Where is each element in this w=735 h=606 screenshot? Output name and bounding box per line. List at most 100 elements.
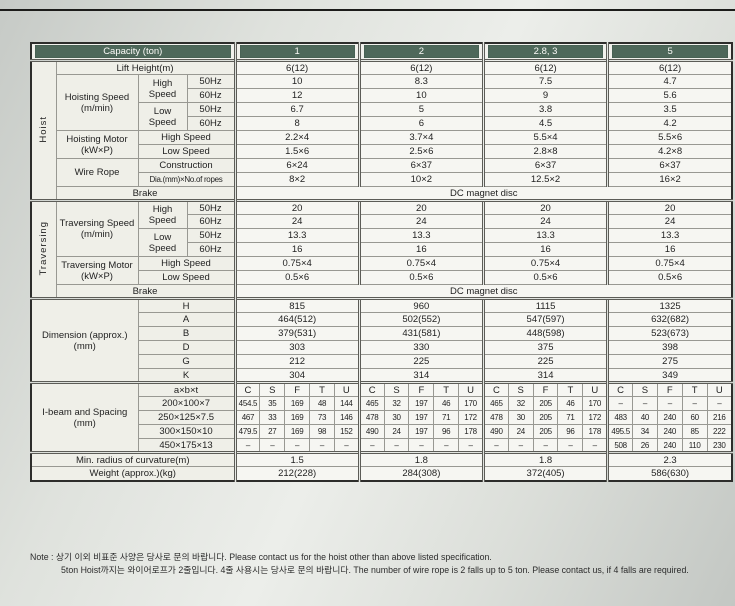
ibeam-value: 71 <box>557 410 584 425</box>
dimension-value: 960 <box>357 297 484 313</box>
ibeam-value: 46 <box>433 396 460 411</box>
ibeam-value: 172 <box>582 410 609 425</box>
ibeam-value: – <box>259 438 286 453</box>
hoisting-speed-label: Hoisting Speed (m/min) <box>55 74 139 131</box>
ibeam-value: – <box>532 438 559 453</box>
dim-letter: K <box>137 368 236 383</box>
ibeam-value: 483 <box>606 410 634 425</box>
ibeam-col-letter: T <box>433 381 460 397</box>
ibeam-value: 508 <box>606 438 634 453</box>
traversing-speed-row: 60Hz 24 24 24 24 <box>31 214 733 229</box>
capacity-col-1: 1 <box>233 42 360 61</box>
dimension-value: 464(512) <box>233 312 360 327</box>
ibeam-value: 197 <box>408 396 435 411</box>
footnote: Note : 상기 이외 비표준 사양은 당사로 문의 바랍니다. Please… <box>30 551 732 576</box>
hoisting-motor-row: Hoisting Motor (kW×P) High Speed 2.2×4 3… <box>31 130 733 159</box>
dimension-value: 212 <box>233 354 360 369</box>
hoist-brake-value: DC magnet disc <box>233 186 733 201</box>
hoisting-speed-value: 5.6 <box>606 88 733 103</box>
ibeam-value: 73 <box>309 410 335 425</box>
hoisting-motor-value: 3.7×4 <box>357 130 484 145</box>
hoisting-speed-value: 9 <box>481 88 609 103</box>
traversing-speed-value: 16 <box>357 242 484 257</box>
ibeam-col-letter: F <box>284 381 311 397</box>
ibeam-value: 71 <box>433 410 460 425</box>
ibeam-label: I-beam and Spacing (mm) <box>30 381 139 453</box>
hoisting-motor-row: Low Speed 1.5×6 2.5×6 2.8×8 4.2×8 <box>31 144 733 159</box>
ibeam-col-letter: C <box>357 381 385 397</box>
page-top-rule <box>0 9 735 11</box>
dimension-value: 632(682) <box>606 312 733 327</box>
dimension-label: Dimension (approx.) (mm) <box>30 297 139 383</box>
lift-height-value: 6(12) <box>606 59 733 75</box>
min-radius-value: 1.8 <box>481 451 609 467</box>
hoist-group-label: Hoist <box>38 115 50 143</box>
traversing-speed-value: 13.3 <box>481 228 609 243</box>
hoisting-speed-value: 8 <box>233 116 360 131</box>
ibeam-value: 230 <box>706 438 733 453</box>
ibeam-value: 467 <box>233 410 261 425</box>
hoisting-motor-value: 2.2×4 <box>233 130 360 145</box>
dimension-value: 398 <box>606 340 733 355</box>
hz-label: 50Hz <box>186 74 236 89</box>
hoisting-speed-value: 12 <box>233 88 360 103</box>
ibeam-value: 34 <box>632 424 658 439</box>
hoisting-motor-value: 2.8×8 <box>481 144 609 159</box>
ibeam-value: 465 <box>481 396 509 411</box>
ibeam-value: 33 <box>259 410 286 425</box>
ibeam-value: – <box>632 396 658 411</box>
capacity-header-row: Capacity (ton) 1 2 2.8, 3 5 <box>30 42 733 61</box>
ibeam-value: 30 <box>507 410 534 425</box>
traversing-speed-value: 24 <box>233 214 360 229</box>
lift-height-value: 6(12) <box>481 59 609 75</box>
weight-label: Weight (approx.)(kg) <box>30 466 236 481</box>
ibeam-value: 32 <box>507 396 534 411</box>
dimension-row: G 212 225 225 275 <box>31 354 733 369</box>
traversing-speed-value: 24 <box>357 214 484 229</box>
dimension-value: 815 <box>233 297 360 313</box>
traversing-speed-value: 13.3 <box>233 228 360 243</box>
traversing-motor-value: 0.75×4 <box>357 256 484 271</box>
lift-height-row: Hoist Lift Height(m) 6(12) 6(12) 6(12) 6… <box>30 59 733 201</box>
min-radius-label: Min. radius of curvature(m) <box>30 451 236 467</box>
wire-rope-value: 6×24 <box>233 158 360 173</box>
lift-height-value: 6(12) <box>233 59 360 75</box>
traversing-speed-value: 20 <box>606 199 733 215</box>
min-radius-value: 1.5 <box>233 451 360 467</box>
traversing-group-label: Traversing <box>38 220 50 276</box>
traversing-motor-value: 0.75×4 <box>481 256 609 271</box>
traversing-motor-label: Traversing Motor (kW×P) <box>55 256 139 285</box>
hz-label: 60Hz <box>186 116 236 131</box>
weight-value: 372(405) <box>481 466 609 481</box>
ibeam-value: – <box>706 396 733 411</box>
dimension-value: 523(673) <box>606 326 733 341</box>
ibeam-value: 178 <box>458 424 484 439</box>
wire-rope-value: 6×37 <box>481 158 609 173</box>
hz-label: 60Hz <box>186 214 236 229</box>
hoisting-speed-row: 60Hz 8 6 4.5 4.2 <box>31 116 733 131</box>
dimension-row: A 464(512) 502(552) 547(597) 632(682) <box>31 312 733 327</box>
hoisting-motor-value: 4.2×8 <box>606 144 733 159</box>
ibeam-col-letter: C <box>481 381 509 397</box>
hoist-spec-table: Capacity (ton) 1 2 2.8, 3 5 Hoist Lift H… <box>30 42 733 482</box>
capacity-col-3: 2.8, 3 <box>481 42 609 61</box>
hoisting-speed-value: 10 <box>357 88 484 103</box>
ibeam-col-letter: T <box>309 381 335 397</box>
ibeam-value: – <box>458 438 484 453</box>
ibeam-value: 205 <box>532 396 559 411</box>
ibeam-value: – <box>681 396 708 411</box>
hoisting-motor-label: Hoisting Motor (kW×P) <box>55 130 139 159</box>
low-speed-label: Low Speed <box>137 102 188 131</box>
wire-rope-value: 12.5×2 <box>481 172 609 187</box>
ibeam-value: 46 <box>557 396 584 411</box>
hoisting-motor-value: 1.5×6 <box>233 144 360 159</box>
dimension-value: 330 <box>357 340 484 355</box>
dimension-value: 275 <box>606 354 733 369</box>
ibeam-value: – <box>433 438 460 453</box>
lift-height-value: 6(12) <box>357 59 484 75</box>
traversing-motor-value: 0.75×4 <box>606 256 733 271</box>
ibeam-value: 24 <box>383 424 410 439</box>
ibeam-value: 205 <box>532 424 559 439</box>
wire-rope-value: 8×2 <box>233 172 360 187</box>
hoisting-motor-value: 2.5×6 <box>357 144 484 159</box>
